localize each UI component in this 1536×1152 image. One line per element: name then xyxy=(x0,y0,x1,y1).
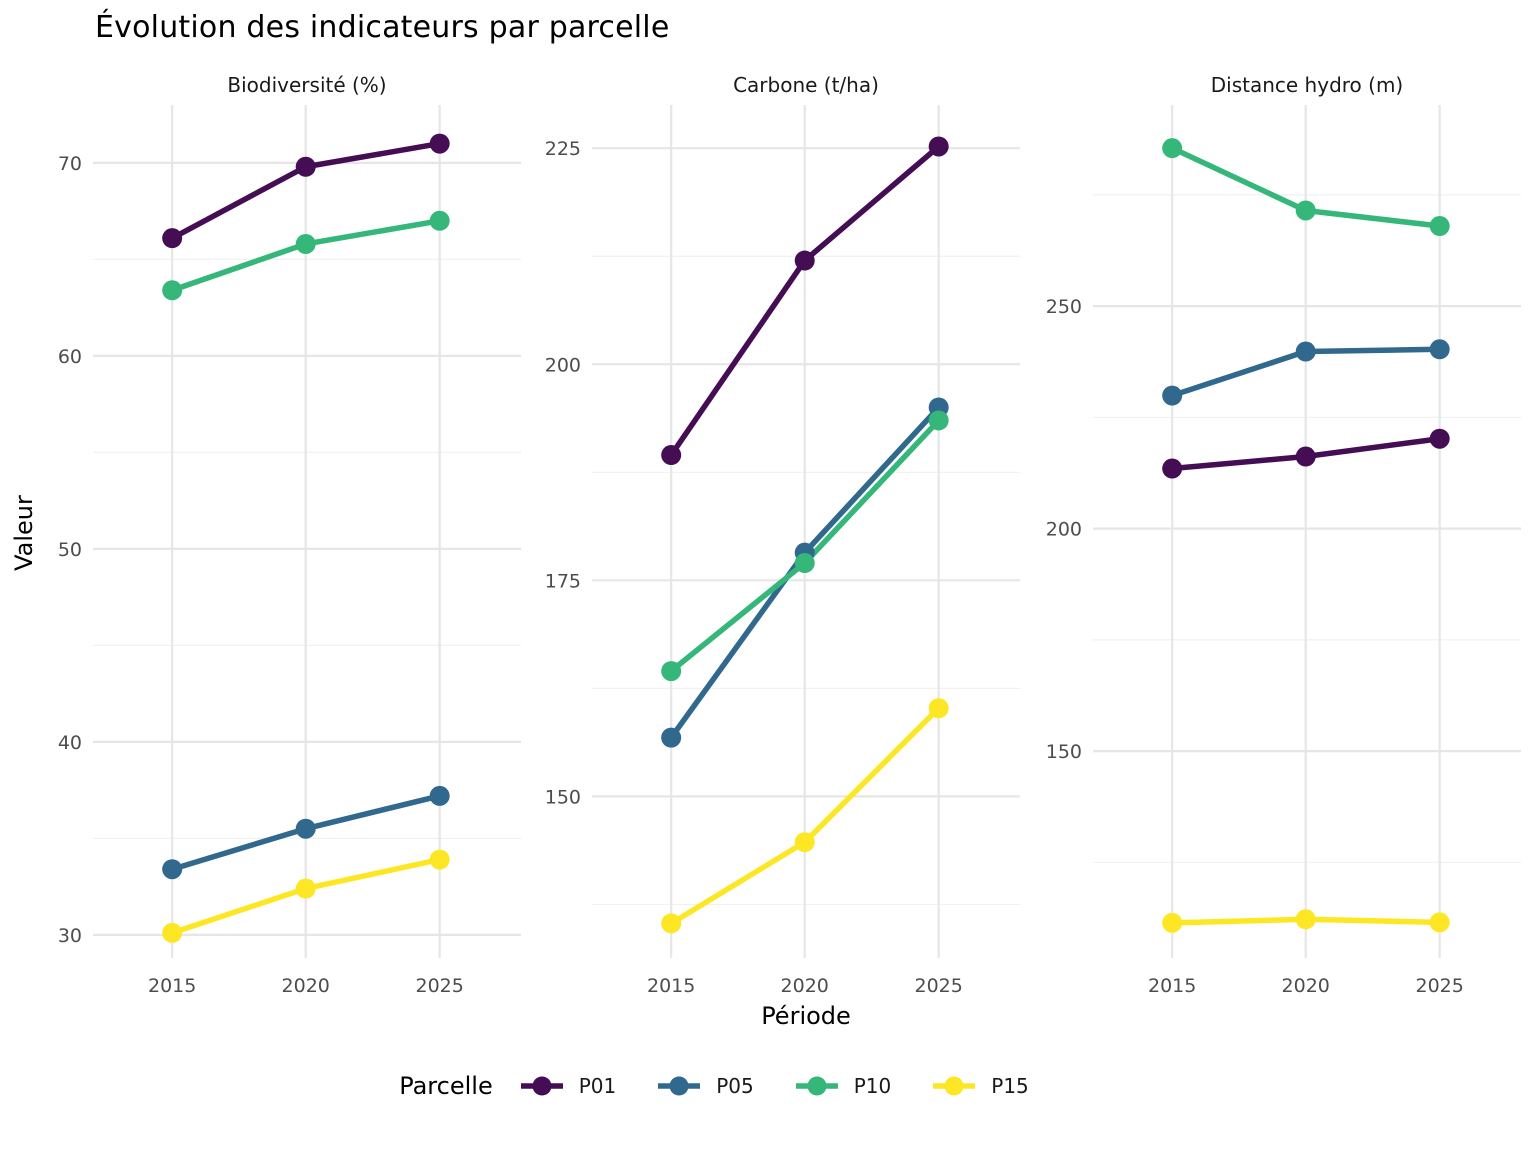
data-point-P01-2025 xyxy=(429,133,450,154)
data-point-P15-2025 xyxy=(1429,912,1450,933)
data-point-P05-2020 xyxy=(295,818,316,839)
legend-entry-P10: P10 xyxy=(794,1073,892,1099)
x-tick-label: 2020 xyxy=(781,975,829,997)
data-point-P15-2020 xyxy=(1295,909,1316,930)
data-point-P10-2015 xyxy=(162,280,183,301)
data-point-P01-2025 xyxy=(1429,428,1450,449)
data-point-P05-2020 xyxy=(1295,341,1316,362)
data-point-P15-2020 xyxy=(794,832,815,853)
data-point-P01-2020 xyxy=(794,250,815,271)
legend-key-P01 xyxy=(520,1076,563,1096)
data-point-P05-2015 xyxy=(1162,385,1183,406)
y-tick-label: 150 xyxy=(1046,741,1082,763)
facet-strip-label: Distance hydro (m) xyxy=(1211,73,1403,97)
legend-key-point xyxy=(807,1076,827,1096)
legend-label-P10: P10 xyxy=(853,1074,892,1098)
data-point-P01-2015 xyxy=(1162,458,1183,479)
x-tick-label: 2025 xyxy=(416,975,464,997)
data-point-P15-2015 xyxy=(1162,912,1183,933)
y-tick-label: 150 xyxy=(545,786,581,808)
data-point-P10-2025 xyxy=(1429,216,1450,237)
data-point-P10-2015 xyxy=(1162,138,1183,159)
y-tick-label: 60 xyxy=(58,346,82,368)
data-point-P15-2015 xyxy=(661,913,682,934)
x-tick-label: 2025 xyxy=(915,975,963,997)
y-tick-label: 50 xyxy=(58,539,82,561)
data-point-P01-2015 xyxy=(661,445,682,466)
legend-entry-P05: P05 xyxy=(656,1073,754,1099)
chart-title: Évolution des indicateurs par parcelle xyxy=(95,10,670,45)
data-point-P05-2015 xyxy=(162,859,183,880)
legend-key-point xyxy=(669,1076,689,1096)
legend-key-P15 xyxy=(933,1076,976,1096)
y-tick-label: 250 xyxy=(1046,296,1082,318)
x-tick-label: 2025 xyxy=(1416,975,1464,997)
y-tick-label: 200 xyxy=(1046,519,1082,541)
data-point-P15-2025 xyxy=(928,698,949,719)
legend-key-P05 xyxy=(658,1076,701,1096)
data-point-P01-2025 xyxy=(928,136,949,157)
data-point-P05-2015 xyxy=(661,727,682,748)
legend-key-P10 xyxy=(795,1076,838,1096)
y-tick-label: 40 xyxy=(58,732,82,754)
legend-key-point xyxy=(532,1076,552,1096)
legend-entries: P01 P05 P10 P15 xyxy=(519,1073,1029,1099)
data-point-P15-2015 xyxy=(162,922,183,943)
data-point-P10-2020 xyxy=(1295,200,1316,221)
data-point-P15-2020 xyxy=(295,878,316,899)
y-tick-label: 70 xyxy=(58,153,82,175)
y-tick-label: 200 xyxy=(545,354,581,376)
facet-strip-label: Carbone (t/ha) xyxy=(733,73,879,97)
y-tick-label: 30 xyxy=(58,925,82,947)
legend-entry-P15: P15 xyxy=(931,1073,1029,1099)
facet-strip-label: Biodiversité (%) xyxy=(227,73,386,97)
data-point-P01-2020 xyxy=(295,156,316,177)
data-point-P05-2025 xyxy=(429,785,450,806)
legend-label-P15: P15 xyxy=(991,1074,1029,1098)
legend-label-P01: P01 xyxy=(578,1074,617,1098)
x-tick-label: 2020 xyxy=(282,975,330,997)
legend-title: Parcelle xyxy=(399,1072,493,1100)
data-point-P01-2015 xyxy=(162,228,183,249)
data-point-P10-2025 xyxy=(928,410,949,431)
legend-label-P05: P05 xyxy=(716,1074,754,1098)
x-tick-label: 2020 xyxy=(1282,975,1330,997)
data-point-P15-2025 xyxy=(429,849,450,870)
data-point-P10-2020 xyxy=(794,553,815,574)
x-tick-label: 2015 xyxy=(1148,975,1196,997)
y-tick-label: 175 xyxy=(545,570,581,592)
data-point-P05-2025 xyxy=(1429,339,1450,360)
x-tick-label: 2015 xyxy=(148,975,196,997)
y-tick-label: 225 xyxy=(545,138,581,160)
data-point-P10-2025 xyxy=(429,210,450,231)
legend: Parcelle P01 P05 P10 P15 xyxy=(0,1072,1482,1100)
data-point-P10-2020 xyxy=(295,233,316,254)
x-tick-label: 2015 xyxy=(647,975,695,997)
legend-entry-P01: P01 xyxy=(519,1073,617,1099)
data-point-P10-2015 xyxy=(661,661,682,682)
data-point-P01-2020 xyxy=(1295,446,1316,467)
x-axis-title: Période xyxy=(761,1002,851,1030)
legend-key-point xyxy=(944,1076,964,1096)
